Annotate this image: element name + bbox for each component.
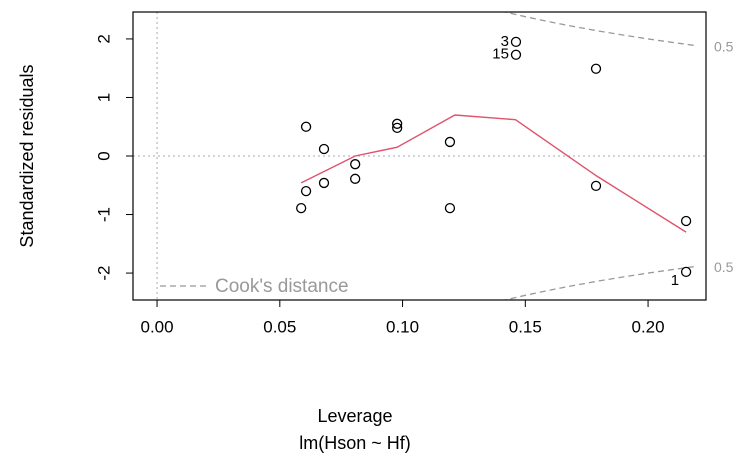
cooks-level-label: 0.5 bbox=[714, 259, 734, 275]
y-tick-label: 1 bbox=[94, 93, 113, 102]
plot-frame bbox=[132, 11, 707, 301]
point bbox=[318, 177, 330, 189]
x-tick-label: 0.05 bbox=[263, 317, 296, 336]
point bbox=[300, 121, 312, 132]
y-tick-label: 0 bbox=[94, 151, 113, 160]
cooks-distance-line bbox=[502, 12, 698, 47]
point bbox=[510, 49, 522, 60]
point bbox=[444, 202, 456, 214]
x-tick-label: 0.20 bbox=[632, 317, 665, 336]
y-tick-label: 2 bbox=[94, 34, 113, 43]
point bbox=[510, 36, 522, 48]
smooth-line bbox=[300, 114, 687, 233]
point bbox=[444, 136, 456, 148]
x-tick-label: 0.10 bbox=[386, 317, 419, 336]
subtitle: lm(Hson ~ Hf) bbox=[299, 433, 411, 453]
point bbox=[590, 180, 602, 192]
plot-area bbox=[133, 12, 706, 300]
cooks-level-label: 0.5 bbox=[714, 38, 734, 54]
x-tick-label: 0.00 bbox=[141, 317, 174, 336]
legend-label: Cook's distance bbox=[215, 276, 349, 297]
cooks-distance-line bbox=[502, 265, 698, 300]
point-label: 15 bbox=[492, 46, 509, 63]
point-label: 3 bbox=[501, 33, 509, 50]
point bbox=[392, 122, 403, 134]
x-tick-label: 0.15 bbox=[509, 317, 542, 336]
point bbox=[296, 202, 307, 214]
y-tick-label: -2 bbox=[94, 266, 113, 281]
point bbox=[680, 215, 692, 227]
x-axis-label: Leverage bbox=[317, 406, 392, 426]
point bbox=[350, 173, 361, 184]
point bbox=[318, 143, 330, 155]
point bbox=[350, 159, 361, 170]
y-axis-label: Standardized residuals bbox=[17, 64, 37, 247]
point bbox=[680, 266, 692, 278]
point-label: 1 bbox=[671, 272, 679, 289]
point bbox=[392, 118, 403, 129]
y-tick-label: -1 bbox=[94, 207, 113, 222]
point bbox=[590, 63, 602, 74]
point bbox=[300, 185, 312, 197]
